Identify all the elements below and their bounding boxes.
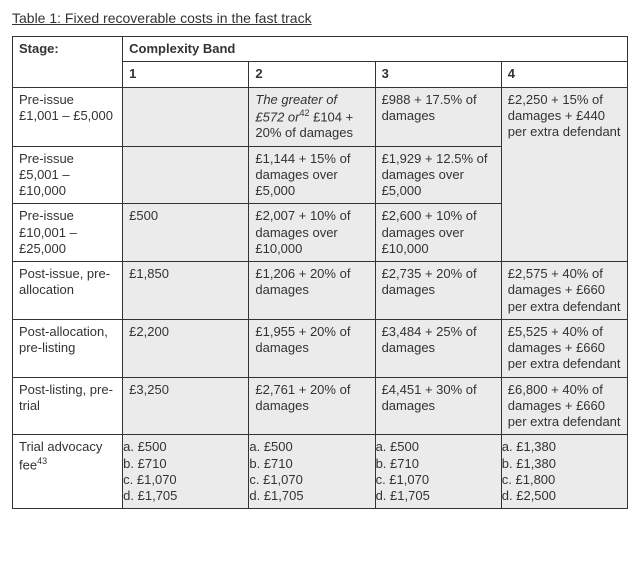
list-item: c. £1,800 [502, 472, 621, 488]
cell-r3-b2: £2,007 + 10% of damages over £10,000 [249, 204, 375, 262]
header-row-1: Stage: Complexity Band [13, 37, 628, 62]
cell-r5-b2: £1,955 + 20% of damages [249, 319, 375, 377]
cell-r1-b2: The greater of £572 or42 £104 + 20% of d… [249, 87, 375, 146]
list-item: a. £500 [123, 439, 242, 455]
list-item: b. £710 [376, 456, 495, 472]
cell-r7-b4: a. £1,380 b. £1,380 c. £1,800 d. £2,500 [501, 435, 627, 509]
cell-r6-b3: £4,451 + 30% of damages [375, 377, 501, 435]
stage-cell: Pre-issue £5,001 – £10,000 [13, 146, 123, 204]
cell-r2-b1 [123, 146, 249, 204]
table-row: Post-issue, pre-allocation £1,850 £1,206… [13, 262, 628, 320]
header-band-1: 1 [123, 62, 249, 87]
footnote-43: 43 [37, 456, 47, 466]
cell-r4-b4: £2,575 + 40% of damages + £660 per extra… [501, 262, 627, 320]
cell-r5-b3: £3,484 + 25% of damages [375, 319, 501, 377]
costs-table: Stage: Complexity Band 1 2 3 4 Pre-issue… [12, 36, 628, 509]
cell-r1-b3: £988 + 17.5% of damages [375, 87, 501, 146]
trial-adv-label: Trial advocacy fee [19, 439, 102, 472]
list-item: d. £1,705 [123, 488, 242, 504]
table-row: Post-listing, pre-trial £3,250 £2,761 + … [13, 377, 628, 435]
cell-r6-b4: £6,800 + 40% of damages + £660 per extra… [501, 377, 627, 435]
header-band-3: 3 [375, 62, 501, 87]
list-item: c. £1,070 [376, 472, 495, 488]
stage-cell: Post-allocation, pre-listing [13, 319, 123, 377]
cell-r7-b3: a. £500 b. £710 c. £1,070 d. £1,705 [375, 435, 501, 509]
cell-r6-b2: £2,761 + 20% of damages [249, 377, 375, 435]
list-item: a. £500 [376, 439, 495, 455]
stage-cell: Pre-issue £10,001 – £25,000 [13, 204, 123, 262]
footnote-42: 42 [299, 108, 309, 118]
list-item: c. £1,070 [249, 472, 368, 488]
list-item: d. £1,705 [249, 488, 368, 504]
list-item: a. £1,380 [502, 439, 621, 455]
header-band-2: 2 [249, 62, 375, 87]
stage-cell: Trial advocacy fee43 [13, 435, 123, 509]
cell-r5-b1: £2,200 [123, 319, 249, 377]
list-item: c. £1,070 [123, 472, 242, 488]
header-complexity: Complexity Band [123, 37, 628, 62]
list-item: d. £1,705 [376, 488, 495, 504]
table-row: Trial advocacy fee43 a. £500 b. £710 c. … [13, 435, 628, 509]
cell-r6-b1: £3,250 [123, 377, 249, 435]
table-title: Table 1: Fixed recoverable costs in the … [12, 10, 628, 26]
stage-cell: Post-issue, pre-allocation [13, 262, 123, 320]
stage-cell: Post-listing, pre-trial [13, 377, 123, 435]
cell-r1-b4: £2,250 + 15% of damages + £440 per extra… [501, 87, 627, 262]
cell-r4-b2: £1,206 + 20% of damages [249, 262, 375, 320]
cell-r7-b2: a. £500 b. £710 c. £1,070 d. £1,705 [249, 435, 375, 509]
cell-r2-b2: £1,144 + 15% of damages over £5,000 [249, 146, 375, 204]
list-item: d. £2,500 [502, 488, 621, 504]
cell-r4-b1: £1,850 [123, 262, 249, 320]
cell-r5-b4: £5,525 + 40% of damages + £660 per extra… [501, 319, 627, 377]
cell-r4-b3: £2,735 + 20% of damages [375, 262, 501, 320]
header-stage: Stage: [13, 37, 123, 88]
table-row: Post-allocation, pre-listing £2,200 £1,9… [13, 319, 628, 377]
table-row: Pre-issue £1,001 – £5,000 The greater of… [13, 87, 628, 146]
cell-r1-b1 [123, 87, 249, 146]
list-item: b. £710 [249, 456, 368, 472]
cell-r7-b1: a. £500 b. £710 c. £1,070 d. £1,705 [123, 435, 249, 509]
cell-r2-b3: £1,929 + 12.5% of damages over £5,000 [375, 146, 501, 204]
list-item: b. £1,380 [502, 456, 621, 472]
cell-r3-b3: £2,600 + 10% of damages over £10,000 [375, 204, 501, 262]
cell-r3-b1: £500 [123, 204, 249, 262]
list-item: b. £710 [123, 456, 242, 472]
list-item: a. £500 [249, 439, 368, 455]
header-band-4: 4 [501, 62, 627, 87]
stage-cell: Pre-issue £1,001 – £5,000 [13, 87, 123, 146]
